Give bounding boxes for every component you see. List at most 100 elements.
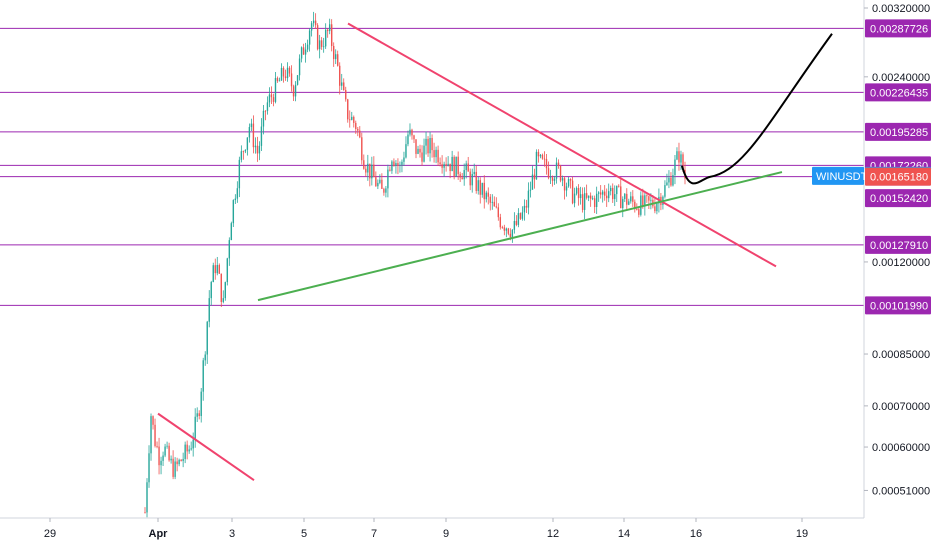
level-tag-label: 0.00287726	[870, 23, 928, 35]
candle-body	[491, 201, 493, 203]
candle-body	[505, 228, 508, 231]
candle-body	[383, 188, 385, 193]
candle-body	[288, 67, 291, 74]
candle-body	[204, 354, 206, 361]
candle-body	[535, 151, 538, 180]
symbol-tag	[812, 166, 864, 185]
candle-body	[188, 449, 190, 452]
candle-body	[308, 30, 311, 45]
candle-body	[212, 265, 214, 283]
candle-body	[638, 209, 640, 215]
candle-body	[549, 177, 552, 179]
candle-body	[593, 198, 596, 208]
candle-body	[186, 444, 188, 452]
candle-body	[389, 169, 391, 171]
candle-body	[628, 201, 630, 205]
candle-body	[595, 193, 598, 208]
candle-body	[148, 453, 150, 483]
candle-body	[585, 193, 588, 198]
candle-body	[244, 149, 247, 152]
candle-body	[328, 24, 331, 32]
candle-body	[523, 205, 526, 213]
candle-body	[236, 188, 239, 199]
candle-body	[216, 264, 218, 274]
candle-body	[401, 161, 403, 165]
candle-body	[330, 24, 333, 46]
candle-body	[555, 162, 558, 179]
candle-body	[226, 258, 229, 283]
candle-body	[545, 159, 548, 169]
candle-body	[250, 123, 253, 128]
candle-body	[272, 97, 275, 102]
candle-body	[481, 182, 483, 195]
candle-body	[320, 40, 323, 47]
x-tick-label: 29	[44, 528, 56, 540]
candle-body	[144, 512, 146, 514]
candle-body	[373, 164, 375, 178]
candle-body	[499, 217, 502, 228]
candle-body	[302, 47, 305, 55]
candle-body	[332, 45, 335, 60]
candle-body	[425, 138, 427, 146]
candle-body	[172, 458, 174, 477]
candle-body	[154, 424, 156, 447]
level-tag	[865, 19, 931, 38]
candle-body	[335, 54, 337, 60]
candle-body	[509, 233, 512, 238]
candle-body	[547, 168, 550, 178]
y-tick-label: 0.00120000	[872, 257, 930, 269]
candle-body	[447, 163, 449, 166]
x-tick-label: 14	[618, 528, 630, 540]
candle-body	[314, 20, 317, 26]
candle-body	[459, 174, 461, 178]
candle-body	[397, 163, 399, 166]
candle-body	[646, 195, 648, 197]
candle-body	[246, 137, 249, 150]
candle-body	[150, 416, 152, 454]
candle-body	[184, 444, 186, 459]
x-tick-label: Apr	[149, 528, 169, 540]
x-tick-label: 19	[796, 528, 808, 540]
candle-body	[413, 135, 415, 140]
candle-body	[286, 67, 289, 79]
candle-body	[561, 178, 564, 181]
level-tag-label: 0.00195285	[870, 127, 928, 139]
axes: 0.00320000 0.00240000 0.00120000 0.00085000…	[0, 0, 930, 540]
candle-body	[266, 102, 269, 111]
candle-body	[429, 137, 431, 154]
candle-body	[579, 194, 582, 199]
candle-body	[567, 179, 570, 187]
candle-body	[485, 192, 487, 200]
candle-body	[180, 459, 182, 462]
candle-body	[465, 163, 467, 171]
candle-body	[439, 162, 441, 165]
candle-body	[511, 229, 514, 238]
candle-body	[583, 193, 586, 210]
candle-body	[174, 461, 176, 477]
candle-body	[501, 227, 504, 229]
candle-body	[666, 182, 668, 186]
candle-body	[343, 82, 345, 91]
x-tick-label: 16	[690, 528, 702, 540]
candle-body	[192, 439, 194, 449]
candle-body	[597, 192, 600, 194]
candle-body	[656, 203, 658, 212]
candle-body	[441, 164, 443, 168]
candle-body	[228, 240, 231, 259]
level-tag	[865, 296, 931, 315]
candle-body	[622, 199, 624, 209]
candle-body	[493, 201, 495, 207]
level-tag-label: 0.00101990	[870, 300, 928, 312]
candle-body	[569, 179, 572, 181]
candle-body	[417, 148, 419, 154]
candle-body	[359, 130, 361, 138]
x-tick-label: 3	[229, 528, 235, 540]
projection-curve	[681, 33, 833, 185]
small-resistance-trendline	[157, 412, 255, 481]
candle-body	[489, 196, 491, 203]
candle-body	[377, 182, 379, 187]
candle-body	[306, 44, 309, 50]
x-tick-label: 9	[443, 528, 449, 540]
